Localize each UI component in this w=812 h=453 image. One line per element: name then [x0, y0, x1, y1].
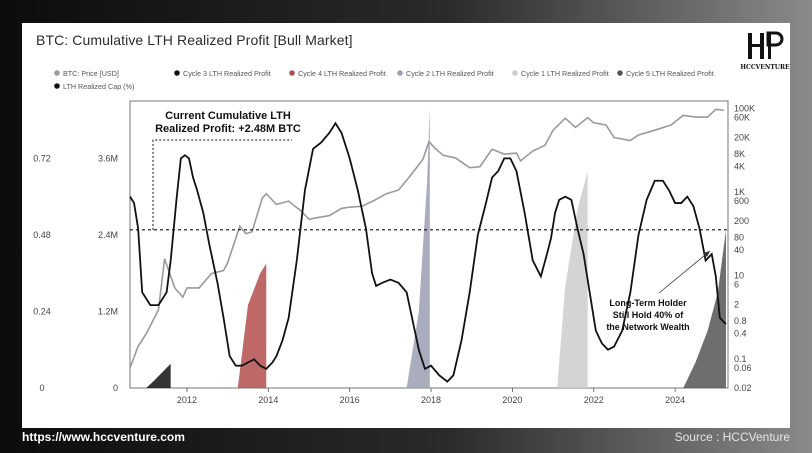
- cycle-5-lth-realized-profit-legend-dot: [617, 70, 623, 76]
- right-tick-label: 0.1: [734, 354, 747, 364]
- current-label-bracket: [152, 139, 292, 230]
- logo-text: HCCVENTURE: [740, 64, 790, 71]
- x-tick-label: 2020: [502, 395, 522, 405]
- x-tick-label: 2024: [665, 395, 685, 405]
- cycle-3-lth-realized-profit-area: [146, 363, 171, 388]
- right-tick-label: 2: [734, 300, 739, 310]
- cycle-4-lth-realized-profit-legend-dot: [289, 70, 295, 76]
- right-tick-label: 0.4: [734, 329, 747, 339]
- x-tick-label: 2022: [584, 395, 604, 405]
- note-label: Long-Term Holder: [609, 298, 687, 308]
- lth-realized-cap-line: [129, 121, 727, 383]
- cycle-2-lth-realized-profit-area: [406, 107, 430, 388]
- cycle-5-lth-realized-profit-area: [683, 229, 726, 388]
- right-tick-label: 40: [734, 245, 744, 255]
- right-tick-label: 8K: [734, 149, 745, 159]
- left-inner-tick-label: 0: [113, 383, 118, 393]
- left-outer-tick-label: 0.72: [33, 153, 51, 163]
- note-label: Still Hold 40% of: [613, 310, 685, 320]
- left-inner-tick-label: 3.6M: [98, 153, 118, 163]
- right-tick-label: 1K: [734, 187, 745, 197]
- right-tick-label: 6: [734, 280, 739, 290]
- right-tick-label: 80: [734, 233, 744, 243]
- cycle-2-lth-realized-profit-legend-dot: [397, 70, 403, 76]
- cycle-2-lth-realized-profit-legend-label: Cycle 2 LTH Realized Profit: [406, 69, 494, 78]
- right-tick-label: 100K: [734, 103, 755, 113]
- note-arrow-head: [703, 251, 710, 257]
- left-inner-tick-label: 2.4M: [98, 230, 118, 240]
- btc-price-usd--legend-dot: [54, 70, 60, 76]
- x-tick-label: 2018: [421, 395, 441, 405]
- footer-source: Source : HCCVenture: [674, 430, 790, 444]
- cycle-1-lth-realized-profit-legend-label: Cycle 1 LTH Realized Profit: [521, 69, 609, 78]
- right-tick-label: 600: [734, 196, 749, 206]
- cycle-3-lth-realized-profit-legend-label: Cycle 3 LTH Realized Profit: [183, 69, 271, 78]
- cycle-5-lth-realized-profit-legend-label: Cycle 5 LTH Realized Profit: [626, 69, 714, 78]
- left-outer-tick-label: 0: [39, 383, 44, 393]
- hcc-logo-icon: [748, 31, 784, 59]
- btc-price-usd--legend-label: BTC: Price [USD]: [63, 69, 119, 78]
- cycle-1-lth-realized-profit-area: [557, 171, 588, 388]
- chart-card: BTC: Cumulative LTH Realized Profit [Bul…: [22, 23, 790, 428]
- cycle-3-lth-realized-profit-legend-dot: [174, 70, 180, 76]
- chart-title: BTC: Cumulative LTH Realized Profit [Bul…: [36, 32, 353, 48]
- current-value-label: Realized Profit: +2.48M BTC: [155, 123, 301, 135]
- cycle-4-lth-realized-profit-legend-label: Cycle 4 LTH Realized Profit: [298, 69, 386, 78]
- right-tick-label: 0.02: [734, 383, 752, 393]
- x-tick-label: 2012: [177, 395, 197, 405]
- right-tick-label: 0.8: [734, 316, 747, 326]
- cycle-4-lth-realized-profit-area: [237, 263, 267, 388]
- right-tick-label: 10: [734, 270, 744, 280]
- x-tick-label: 2014: [258, 395, 278, 405]
- right-tick-label: 60K: [734, 113, 750, 123]
- right-tick-label: 200: [734, 216, 749, 226]
- note-label: the Network Wealth: [606, 322, 689, 332]
- note-arrow: [658, 250, 711, 294]
- current-value-label: Current Cumulative LTH: [165, 110, 291, 122]
- lth-realized-cap--legend-dot: [54, 83, 60, 89]
- cycle-1-lth-realized-profit-legend-dot: [512, 70, 518, 76]
- left-outer-tick-label: 0.24: [33, 306, 51, 316]
- left-outer-tick-label: 0.48: [33, 230, 51, 240]
- btc-price-line: [129, 108, 725, 369]
- footer-url[interactable]: https://www.hccventure.com: [22, 430, 185, 444]
- right-tick-label: 4K: [734, 162, 745, 172]
- right-tick-label: 0.06: [734, 363, 752, 373]
- chart-svg: 2012 2014 2016 2018 2020 2022 2024 0 0.24 0.48 0.7…: [33, 69, 755, 405]
- left-inner-tick-label: 1.2M: [98, 306, 118, 316]
- lth-realized-cap--legend-label: LTH Realized Cap (%): [63, 82, 134, 91]
- right-tick-label: 20K: [734, 133, 750, 143]
- x-tick-label: 2016: [340, 395, 360, 405]
